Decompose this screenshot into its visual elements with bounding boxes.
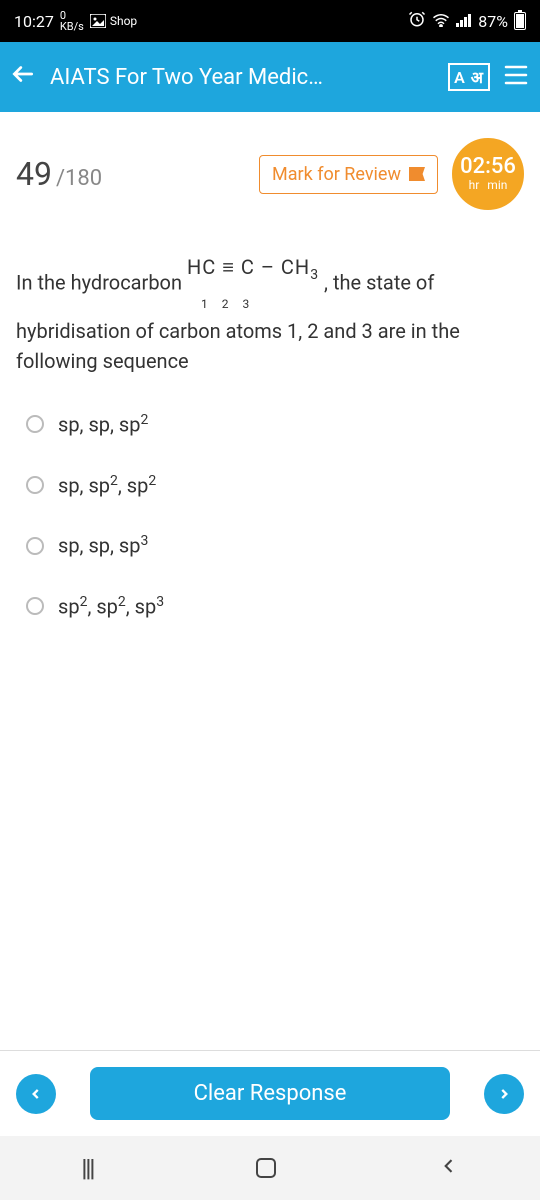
option-b[interactable]: sp, sp2, sp2 [16, 455, 524, 516]
page-title: AIATS For Two Year Medic… [50, 65, 434, 90]
status-time: 10:27 [14, 12, 54, 31]
clear-response-button[interactable]: Clear Response [90, 1067, 450, 1120]
question-text: In the hydrocarbon HC ≡ C – CH3 123 , th… [0, 228, 540, 386]
home-button[interactable] [256, 1158, 276, 1178]
timer: 02:56 hrmin [452, 138, 524, 210]
menu-icon[interactable] [504, 62, 528, 92]
chemical-formula: HC ≡ C – CH3 123 [187, 252, 319, 316]
signal-icon [456, 12, 472, 31]
alarm-icon [408, 10, 426, 32]
option-c[interactable]: sp, sp, sp3 [16, 515, 524, 576]
radio-icon [26, 537, 44, 555]
app-bar: AIATS For Two Year Medic… A अ [0, 42, 540, 112]
mark-label: Mark for Review [272, 164, 401, 185]
next-button[interactable] [484, 1074, 524, 1114]
gallery-icon: Shop [90, 14, 137, 28]
status-kbs: 0 KB/s [60, 10, 84, 32]
language-toggle[interactable]: A अ [448, 63, 490, 91]
bottom-bar: Clear Response [0, 1050, 540, 1136]
recent-apps-button[interactable]: ||| [81, 1154, 93, 1182]
system-nav: ||| [0, 1136, 540, 1200]
battery-pct: 87% [478, 12, 508, 31]
option-a[interactable]: sp, sp, sp2 [16, 394, 524, 455]
sys-back-button[interactable] [439, 1154, 459, 1182]
question-meta: 49 /180 Mark for Review 02:56 hrmin [0, 112, 540, 228]
question-number: 49 /180 [16, 155, 102, 193]
radio-icon [26, 415, 44, 433]
back-icon[interactable] [10, 61, 36, 94]
option-d[interactable]: sp2, sp2, sp3 [16, 576, 524, 637]
timer-value: 02:56 [460, 156, 516, 178]
prev-button[interactable] [16, 1074, 56, 1114]
radio-icon [26, 476, 44, 494]
flag-icon [409, 167, 425, 181]
options-list: sp, sp, sp2 sp, sp2, sp2 sp, sp, sp3 sp2… [0, 386, 540, 645]
battery-icon [514, 12, 526, 30]
mark-for-review-button[interactable]: Mark for Review [259, 155, 438, 194]
wifi-icon [432, 12, 450, 31]
status-bar: 10:27 0 KB/s Shop 87% [0, 0, 540, 42]
radio-icon [26, 597, 44, 615]
